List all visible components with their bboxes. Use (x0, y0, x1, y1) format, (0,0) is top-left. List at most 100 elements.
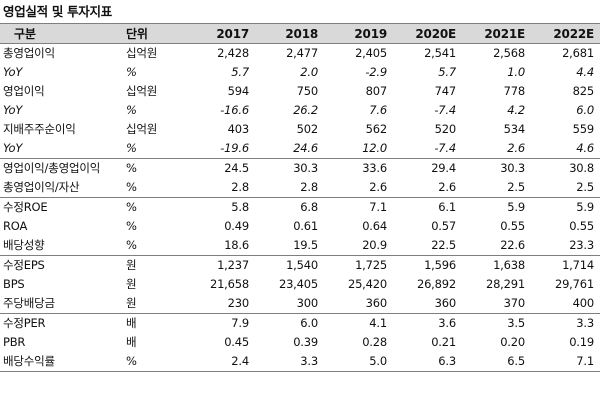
cell-value: 33.6 (324, 158, 393, 178)
cell-value: 22.6 (500, 238, 525, 252)
table-row: 총영업이익 십억원 2,428 2,477 2,405 2,541 2,568 2,681 (0, 44, 600, 64)
cell-value: 23.3 (569, 238, 594, 252)
cell-value: 5.9 (462, 197, 531, 217)
cell-value: 25,420 (347, 277, 387, 291)
cell-value: 0.49 (224, 219, 249, 233)
row-unit: % (126, 238, 137, 252)
table-row: 주당배당금 원 230 300 360 360 370 400 (0, 294, 600, 314)
cell-value: 6.1 (393, 197, 462, 217)
cell-value: 5.7 (438, 65, 456, 79)
cell-value: 30.3 (462, 158, 531, 178)
cell-value: 2,428 (217, 46, 249, 60)
row-label: BPS (3, 277, 25, 291)
cell-value: 1,725 (324, 255, 393, 275)
table-row: 총영업이익/자산% 2.8 2.8 2.6 2.6 2.5 2.5 (0, 178, 600, 198)
cell-value: 30.3 (255, 158, 324, 178)
cell-value: 6.0 (576, 103, 594, 117)
cell-value: 20.9 (362, 238, 387, 252)
cell-value: 12.0 (362, 141, 387, 155)
cell-value: 5.9 (531, 197, 600, 217)
cell-value: 750 (296, 84, 319, 98)
cell-value: -19.6 (220, 141, 249, 155)
cell-value: 24.5 (186, 158, 255, 178)
table-row: ROA% 0.49 0.61 0.64 0.57 0.55 0.55 (0, 217, 600, 236)
row-unit: 배 (120, 313, 186, 333)
row-label: YoY (3, 65, 23, 79)
cell-value: 3.3 (531, 313, 600, 333)
cell-value: 807 (365, 84, 388, 98)
cell-value: 0.28 (362, 335, 387, 349)
cell-value: 18.6 (224, 238, 249, 252)
cell-value: 2.8 (300, 180, 318, 194)
table-row: YoY% -19.6 24.6 12.0 -7.4 2.6 4.6 (0, 139, 600, 159)
row-label: 배당성향 (3, 238, 45, 252)
cell-value: 2.8 (231, 180, 249, 194)
cell-value: 2.0 (300, 65, 318, 79)
cell-value: 0.64 (362, 219, 387, 233)
cell-value: 559 (572, 122, 595, 136)
cell-value: 1.0 (507, 65, 525, 79)
row-unit: % (126, 219, 137, 233)
header-year: 2020E (393, 23, 462, 44)
row-label: YoY (3, 103, 23, 117)
row-label: 영업이익/총영업이익 (0, 158, 120, 178)
cell-value: 2,405 (355, 46, 387, 60)
cell-value: 6.0 (255, 313, 324, 333)
row-unit: 원 (126, 277, 137, 291)
cell-value: 1,237 (186, 255, 255, 275)
cell-value: 0.39 (293, 335, 318, 349)
cell-value: 370 (503, 296, 526, 310)
cell-value: 24.6 (293, 141, 318, 155)
data-table: 구분 단위 2017 2018 2019 2020E 2021E 2022E 총… (0, 23, 600, 372)
row-label: 수정PER (0, 313, 120, 333)
cell-value: 7.6 (369, 103, 387, 117)
table-row: BPS 원 21,658 23,405 25,420 26,892 28,291 29,761 (0, 275, 600, 294)
cell-value: 230 (227, 296, 250, 310)
cell-value: 1,540 (255, 255, 324, 275)
cell-value: 29.4 (393, 158, 462, 178)
row-label: PBR (3, 335, 26, 349)
cell-value: 28,291 (485, 277, 525, 291)
cell-value: 21,658 (209, 277, 249, 291)
cell-value: 19.5 (293, 238, 318, 252)
cell-value: 30.8 (531, 158, 600, 178)
cell-value: 562 (365, 122, 388, 136)
table-row: 수정PER 배 7.9 6.0 4.1 3.6 3.5 3.3 (0, 313, 600, 333)
cell-value: 4.6 (576, 141, 594, 155)
cell-value: 29,761 (554, 277, 594, 291)
row-unit: % (126, 103, 137, 117)
cell-value: 594 (227, 84, 250, 98)
cell-value: 360 (365, 296, 388, 310)
cell-value: 22.5 (431, 238, 456, 252)
cell-value: 1,596 (393, 255, 462, 275)
row-label: YoY (3, 141, 23, 155)
header-year: 2018 (255, 23, 324, 44)
row-label: ROA (3, 219, 28, 233)
table-row: 영업이익/총영업이익% 24.5 30.3 33.6 29.4 30.3 30.8 (0, 158, 600, 178)
cell-value: 7.1 (324, 197, 393, 217)
cell-value: 0.20 (500, 335, 525, 349)
row-label: 주당배당금 (3, 296, 55, 310)
header-row: 구분 단위 2017 2018 2019 2020E 2021E 2022E (0, 23, 600, 44)
cell-value: 534 (503, 122, 526, 136)
row-unit: % (126, 180, 137, 194)
row-label: 지배주주순이익 (3, 122, 76, 136)
row-unit: % (126, 65, 137, 79)
row-label: 총영업이익 (3, 46, 55, 60)
table-title: 영업실적 및 투자지표 (3, 4, 112, 19)
cell-value: 7.9 (186, 313, 255, 333)
cell-value: -7.4 (434, 103, 456, 117)
table-row: 영업이익 십억원 594 750 807 747 778 825 (0, 82, 600, 101)
row-unit: % (126, 141, 137, 155)
row-unit: % (120, 197, 186, 217)
cell-value: 5.0 (324, 352, 393, 372)
row-unit: % (120, 158, 186, 178)
cell-value: 4.1 (324, 313, 393, 333)
row-label: 영업이익 (3, 84, 45, 98)
row-unit: 원 (126, 296, 137, 310)
cell-value: 0.45 (224, 335, 249, 349)
cell-value: 0.21 (431, 335, 456, 349)
header-year: 2019 (324, 23, 393, 44)
cell-value: 1,638 (462, 255, 531, 275)
row-unit: % (120, 352, 186, 372)
